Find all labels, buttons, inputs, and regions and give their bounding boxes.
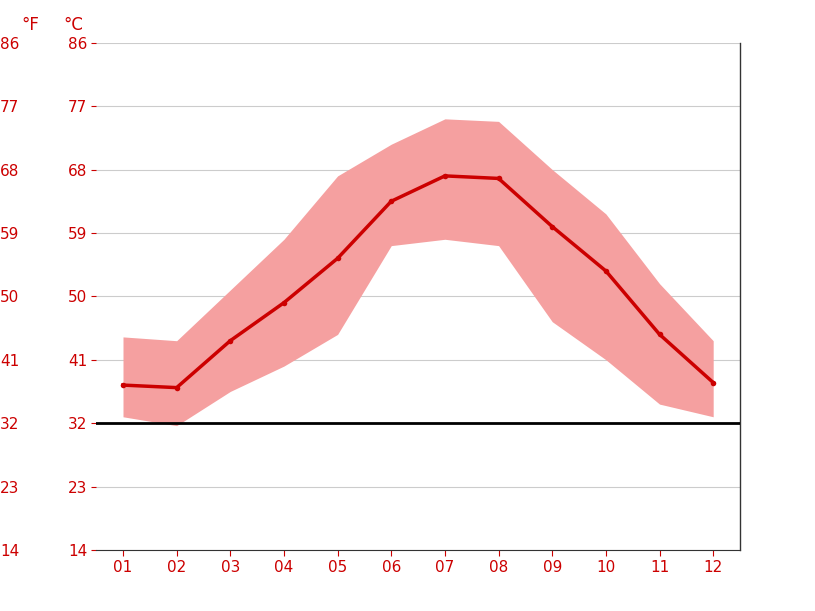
Text: °C: °C	[63, 16, 83, 34]
Text: °F: °F	[21, 16, 39, 34]
